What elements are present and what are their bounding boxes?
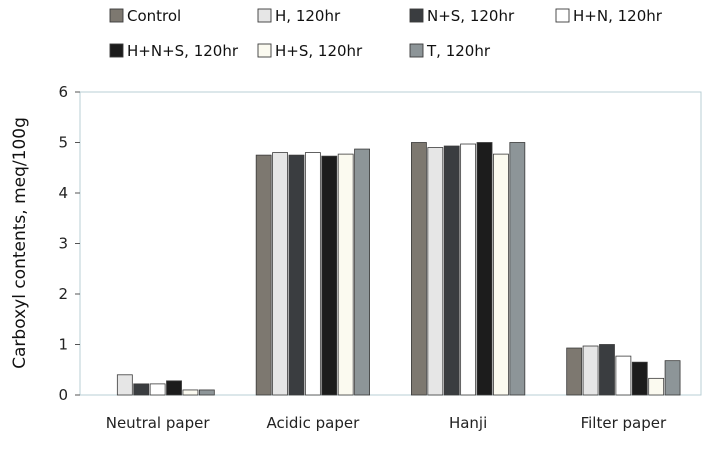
bars-layer: [116, 142, 681, 396]
legend-label: H, 120hr: [275, 7, 341, 25]
legend-label: Control: [127, 7, 181, 25]
legend-label: N+S, 120hr: [427, 7, 515, 25]
bar: [599, 344, 615, 396]
bar: [166, 380, 182, 396]
bar: [427, 147, 444, 396]
legend-label: T, 120hr: [426, 42, 491, 60]
bar: [255, 154, 272, 396]
bar: [321, 155, 338, 396]
legend-label: H+N, 120hr: [573, 7, 663, 25]
legend-label: H+S, 120hr: [275, 42, 363, 60]
x-category-label: Neutral paper: [106, 414, 211, 432]
legend-swatch: [257, 8, 272, 23]
bar: [337, 153, 354, 396]
bar: [288, 154, 305, 396]
legend-swatch: [555, 8, 570, 23]
x-category-label: Acidic paper: [267, 414, 361, 432]
y-tick-label: 2: [58, 285, 68, 303]
bar: [149, 383, 166, 396]
bar: [133, 383, 150, 396]
bar: [493, 153, 509, 396]
y-tick-label: 6: [58, 83, 68, 101]
legend-swatch: [409, 8, 424, 23]
legend-swatch: [409, 43, 424, 58]
y-axis-title: Carboxyl contents, meq/100g: [10, 117, 30, 369]
bar: [354, 148, 370, 396]
bar: [182, 389, 199, 396]
legend-swatch: [109, 43, 124, 58]
x-category-label: Hanji: [449, 414, 487, 432]
bar: [460, 143, 477, 396]
x-category-label: Filter paper: [581, 414, 667, 432]
bar: [116, 374, 133, 396]
y-tick-label: 4: [58, 184, 68, 202]
bar: [509, 142, 526, 396]
legend: Control H, 120hr N+S, 120hr H+N, 120hr H+N+S…: [109, 7, 663, 60]
legend-swatch: [257, 43, 272, 58]
y-axis: 0 1 2 3 4 5 6: [58, 83, 80, 404]
x-axis-categories: Neutral paper Acidic paper Hanji Filter pap…: [106, 414, 667, 432]
bar: [648, 377, 665, 396]
bar: [443, 145, 460, 396]
bar: [272, 152, 288, 396]
legend-swatch: [109, 8, 124, 23]
y-tick-label: 0: [58, 386, 68, 404]
bar: [566, 347, 583, 396]
y-tick-label: 3: [58, 235, 68, 253]
bar: [631, 361, 648, 396]
bar: [582, 345, 599, 396]
bar: [476, 142, 493, 396]
y-tick-label: 1: [58, 336, 68, 354]
bar: [615, 355, 632, 396]
y-tick-label: 5: [58, 134, 68, 152]
legend-label: H+N+S, 120hr: [127, 42, 239, 60]
bar: [664, 360, 681, 396]
bar: [411, 142, 427, 396]
bar: [304, 152, 321, 396]
bar: [198, 389, 215, 396]
